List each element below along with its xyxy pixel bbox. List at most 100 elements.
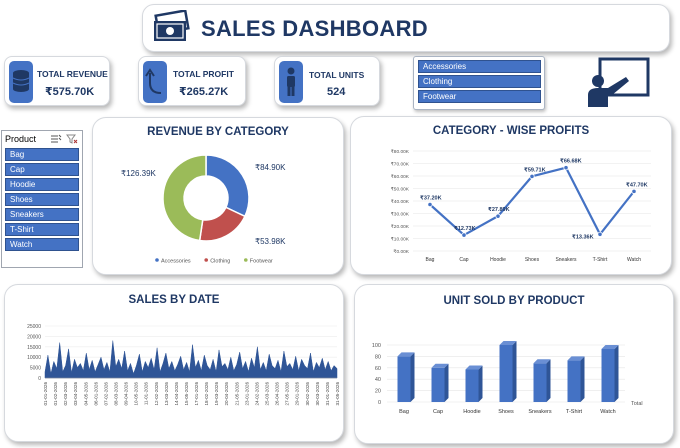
x-tick-label: T-Shirt [593, 257, 608, 263]
multi-select-icon[interactable] [50, 134, 62, 144]
legend-entry: Accessories [161, 259, 191, 265]
chart-title: SALES BY DATE [128, 294, 220, 306]
x-tick-label: Shoes [498, 409, 514, 415]
x-tick-label: Sneakers [555, 257, 577, 263]
x-tick-label: 12-02-2026 [154, 382, 159, 406]
line-chart: ₹0.00K ₹10.00K ₹20.00K ₹30.00K ₹40.00K ₹50.00… [391, 149, 651, 263]
y-tick-label: 40 [375, 377, 381, 383]
y-tick-label: 60 [375, 366, 381, 372]
clear-filter-icon[interactable] [66, 134, 78, 144]
sales-by-date-card: SALES BY DATE 0 5000 10000 15000 20000 25000 0… [4, 284, 344, 442]
x-tick-label: 20-04-2026 [224, 382, 229, 406]
x-tick-label: 30-03-2026 [315, 382, 320, 406]
coins-stack-icon [12, 70, 30, 92]
donut-data-label: ₹126.39K [121, 169, 157, 178]
bar-side [478, 365, 483, 402]
line-point [529, 173, 535, 179]
legend-entry: Footwear [250, 259, 273, 265]
donut-data-label: ₹53.98K [255, 237, 286, 246]
bar-top [397, 352, 415, 357]
x-tick-label: 09-04-2026 [124, 382, 129, 406]
bar [465, 369, 479, 402]
x-tick-label: 11-01-2026 [144, 382, 149, 406]
x-tick-label: 31-01-2026 [325, 382, 330, 406]
product-slicer-item[interactable]: T-Shirt [5, 223, 79, 236]
line-point [495, 213, 501, 219]
y-tick-label: 5000 [30, 366, 41, 372]
area-series [44, 340, 338, 379]
line-point [597, 231, 603, 237]
kpi-card-revenue: TOTAL REVENUE ₹575.70K [4, 56, 110, 106]
y-tick-label: ₹10.00K [391, 237, 410, 243]
x-tick-label: Cap [459, 257, 468, 263]
product-slicer-item[interactable]: Sneakers [5, 208, 79, 221]
x-tick-label: T-Shirt [566, 409, 583, 415]
area-chart: 0 5000 10000 15000 20000 25000 01-01-2026 01-02… [27, 324, 340, 406]
kpi-label: TOTAL REVENUE [37, 69, 108, 79]
x-tick-label: 21-05-2026 [234, 382, 239, 406]
donut-chart: ₹84.90K ₹53.98K ₹126.39K Accessories Clothin… [121, 154, 286, 265]
kpi-value: ₹265.27K [179, 86, 229, 98]
bar [533, 363, 547, 402]
x-tick-label: 13-03-2026 [164, 382, 169, 406]
legend-entry: Clothing [210, 259, 230, 265]
legend-marker [155, 258, 159, 262]
presentation-icon [588, 57, 650, 107]
bar [431, 367, 445, 402]
x-tick-label: Hoodie [463, 409, 480, 415]
product-slicer-item[interactable]: Watch [5, 238, 79, 251]
kpi-icon-box [143, 61, 167, 103]
bar-top [499, 341, 517, 345]
x-tick-label: 24-02-2026 [254, 382, 259, 406]
line-data-label: ₹59.71K [524, 166, 546, 173]
product-slicer-item[interactable]: Hoodie [5, 178, 79, 191]
x-tick-label: 15-05-2026 [184, 382, 189, 406]
line-point [427, 201, 433, 208]
bar-side [614, 344, 619, 402]
line-data-label: ₹47.70K [626, 181, 648, 188]
line-point [563, 165, 569, 171]
bar-side [410, 352, 415, 402]
legend-marker [204, 258, 208, 262]
category-slicer-item[interactable]: Clothing [418, 75, 541, 88]
x-tick-label: 30-02-2026 [305, 382, 310, 406]
x-tick-label: Bag [426, 257, 435, 263]
y-tick-label: ₹20.00K [391, 224, 410, 230]
x-tick-label: 07-02-2026 [103, 382, 108, 406]
x-tick-label: Hoodie [490, 257, 506, 263]
donut-data-label: ₹84.90K [255, 163, 286, 172]
y-tick-label: ₹80.00K [391, 149, 410, 155]
kpi-card-units: TOTAL UNITS 524 [274, 56, 380, 106]
product-slicer-item[interactable]: Cap [5, 163, 79, 176]
x-tick-label: 19-03-2026 [214, 382, 219, 406]
product-slicer-header: Product [5, 134, 37, 144]
x-tick-label: 02-03-2026 [63, 382, 68, 406]
x-tick-label: 10-05-2026 [134, 382, 139, 406]
x-tick-label: 17-01-2026 [194, 382, 199, 406]
chart-title: UNIT SOLD BY PRODUCT [443, 295, 585, 307]
line-point [461, 232, 467, 238]
person-icon [287, 67, 295, 96]
y-tick-label: 0 [378, 400, 381, 406]
category-slicer-item[interactable]: Accessories [418, 60, 541, 73]
product-slicer-item[interactable]: Shoes [5, 193, 79, 206]
line-data-label: ₹12.73K [454, 225, 476, 232]
chart-title: CATEGORY - WISE PROFITS [432, 125, 590, 137]
product-slicer-item[interactable]: Bag [5, 148, 79, 161]
y-tick-label: ₹60.00K [391, 174, 410, 180]
legend-marker [244, 258, 248, 262]
curved-arrow-icon [145, 68, 162, 94]
x-tick-label: 03-04-2026 [73, 382, 78, 406]
y-tick-label: ₹40.00K [391, 199, 410, 205]
bar [567, 360, 581, 402]
x-tick-label: 25-03-2026 [265, 382, 270, 406]
category-slicer-item[interactable]: Footwear [418, 90, 541, 103]
bar [499, 345, 513, 402]
x-tick-label: 18-02-2026 [204, 382, 209, 406]
title-card: SALES DASHBOARD [142, 4, 670, 52]
y-tick-label: 20000 [27, 334, 41, 340]
bar-side [546, 359, 551, 402]
x-tick-label: Shoes [525, 257, 540, 263]
x-tick-label: 26-04-2026 [275, 382, 280, 406]
bar-top [431, 363, 449, 368]
